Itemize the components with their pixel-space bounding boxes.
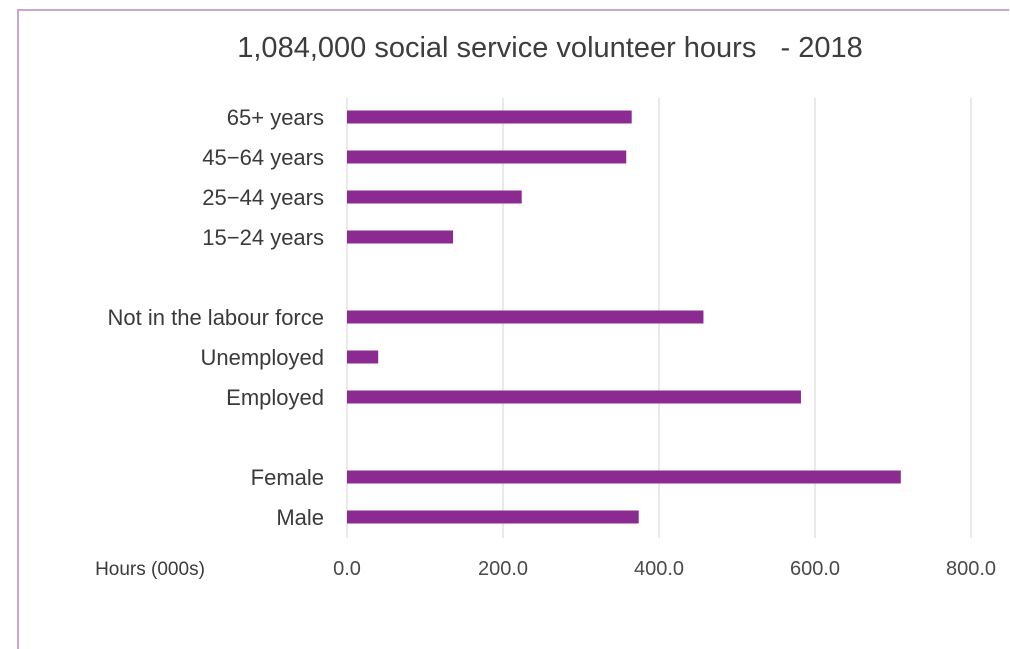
chart-title: 1,084,000 social service volunteer hours… [237, 32, 862, 64]
category-label: Employed [226, 385, 324, 410]
category-label: Not in the labour force [108, 305, 324, 330]
bar [347, 470, 901, 484]
x-tick-label: 400.0 [634, 558, 684, 580]
category-label: Male [276, 505, 324, 530]
x-tick-labels: 0.0 200.0 400.0 600.0 800.0 [333, 558, 996, 580]
category-label: 45−64 years [202, 145, 324, 170]
category-label: 15−24 years [202, 225, 324, 250]
chart-frame [17, 9, 1009, 649]
bar [347, 150, 627, 164]
bar-chart: 1,084,000 social service volunteer hours… [95, 32, 996, 580]
bar [347, 230, 454, 244]
bars [347, 110, 901, 524]
category-label: 65+ years [227, 105, 324, 130]
bar [347, 390, 801, 404]
x-tick-label: 200.0 [478, 558, 528, 580]
x-tick-label: 600.0 [790, 558, 840, 580]
bar [347, 350, 379, 364]
category-label: Unemployed [200, 345, 324, 370]
category-labels: 65+ years 45−64 years 25−44 years 15−24 yea… [108, 105, 324, 530]
x-tick-label: 0.0 [333, 558, 361, 580]
x-tick-label: 800.0 [946, 558, 996, 580]
bar [347, 110, 632, 124]
bar [347, 190, 522, 204]
category-label: Female [251, 465, 324, 490]
x-axis-title: Hours (000s) [95, 559, 205, 580]
bar [347, 510, 639, 524]
bar [347, 310, 704, 324]
category-label: 25−44 years [202, 185, 324, 210]
